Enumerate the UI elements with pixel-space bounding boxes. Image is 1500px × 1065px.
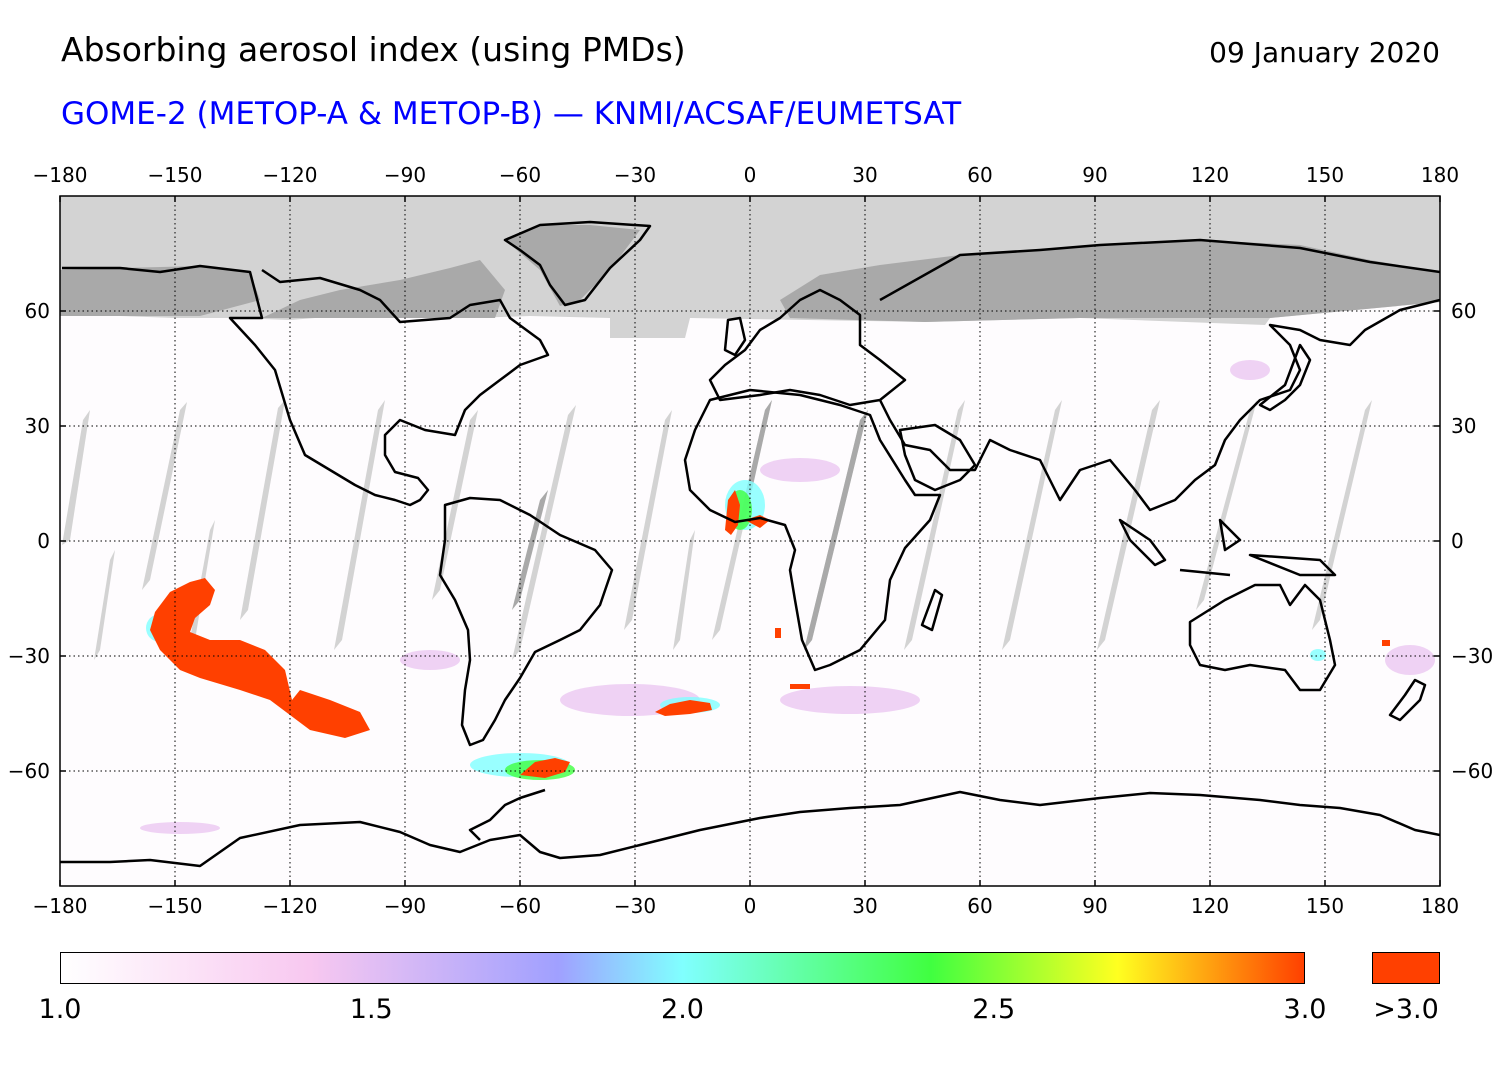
coast-new-zealand [1388, 678, 1427, 722]
coast-uk [723, 316, 747, 357]
coast-north-america [62, 264, 550, 507]
coast-africa [683, 388, 942, 672]
colorbar-tick-label: 2.0 [661, 994, 704, 1025]
colorbar-gradient [61, 953, 1304, 983]
lon-tick-label-top: −120 [262, 163, 318, 187]
colorbar-tick-label: 3.0 [1283, 994, 1327, 1025]
coast-antarctic-peninsula [468, 788, 546, 841]
coast-australia [1188, 583, 1337, 692]
lon-tick-label-top: 60 [967, 163, 993, 187]
coast-europe [708, 288, 907, 407]
lat-tick-label-left: −30 [7, 644, 50, 668]
plume-speck-2 [1382, 640, 1390, 646]
colorbar-over-swatch [1372, 952, 1440, 984]
plume-south-atlantic [655, 700, 712, 716]
lat-tick-label-right: −60 [1451, 759, 1494, 783]
lon-tick-label-bottom: −30 [613, 894, 657, 918]
coast-arabia [898, 423, 977, 492]
plume-speck-3 [775, 628, 781, 638]
lat-tick-label-left: 0 [37, 529, 50, 553]
colorbar [60, 952, 1305, 984]
coast-antarctica [60, 790, 1440, 868]
lon-tick-label-top: −30 [613, 163, 657, 187]
colorbar-tick-label: 1.5 [349, 994, 393, 1025]
lon-tick-label-bottom: −60 [498, 894, 542, 918]
lat-tick-label-right: 0 [1451, 529, 1464, 553]
lon-tick-label-bottom: 0 [743, 894, 757, 918]
plume-west-africa [725, 490, 740, 535]
lon-tick-label-top: 0 [743, 163, 757, 187]
lon-tick-label-top: 90 [1082, 163, 1108, 187]
map-title: Absorbing aerosol index (using PMDs) [61, 30, 686, 69]
coast-south-america [438, 496, 614, 747]
lon-tick-label-bottom: 30 [852, 894, 878, 918]
land-in-night [60, 225, 1440, 322]
lon-tick-label-bottom: −90 [383, 894, 427, 918]
lon-tick-label-top: 120 [1190, 163, 1230, 187]
lat-tick-label-left: −60 [7, 759, 50, 783]
colorbar-tick-label: 2.5 [972, 994, 1016, 1025]
lon-tick-label-top: 180 [1420, 163, 1460, 187]
lon-tick-label-bottom: 120 [1190, 894, 1230, 918]
map-date: 09 January 2020 [1209, 36, 1440, 69]
lon-tick-label-top: −60 [498, 163, 542, 187]
plume-south-pacific [150, 578, 370, 738]
lon-tick-label-bottom: 180 [1420, 894, 1460, 918]
tick-marks [59, 196, 1441, 886]
gridlines [60, 196, 1440, 886]
lat-tick-label-left: 60 [24, 299, 50, 323]
coast-indonesia [1118, 518, 1337, 577]
lon-tick-label-top: −150 [147, 163, 203, 187]
map-subtitle: GOME-2 (METOP-A & METOP-B) — KNMI/ACSAF/… [61, 96, 962, 132]
lon-tick-label-bottom: 60 [967, 894, 993, 918]
lat-tick-label-right: −30 [1451, 644, 1494, 668]
lat-tick-label-right: 60 [1451, 299, 1477, 323]
plume-drake-passage [520, 758, 570, 778]
lon-tick-label-top: 150 [1305, 163, 1345, 187]
lon-tick-label-bottom: 90 [1082, 894, 1108, 918]
coast-japan [1258, 343, 1312, 412]
coast-greenland [503, 220, 652, 307]
lat-tick-label-left: 30 [24, 414, 50, 438]
lon-tick-label-bottom: −180 [32, 894, 88, 918]
coast-madagascar [920, 588, 944, 632]
lon-tick-label-top: −90 [383, 163, 427, 187]
lon-tick-label-bottom: 150 [1305, 894, 1345, 918]
lon-tick-label-top: −180 [32, 163, 88, 187]
lon-tick-label-bottom: −120 [262, 894, 318, 918]
lon-tick-label-bottom: −150 [147, 894, 203, 918]
colorbar-tick-label: 1.0 [38, 994, 82, 1025]
lat-tick-label-right: 30 [1451, 414, 1477, 438]
plume-speck-1 [790, 684, 810, 689]
coastlines [60, 220, 1440, 868]
colorbar-over-label: >3.0 [1373, 994, 1439, 1025]
lon-tick-label-top: 30 [852, 163, 878, 187]
